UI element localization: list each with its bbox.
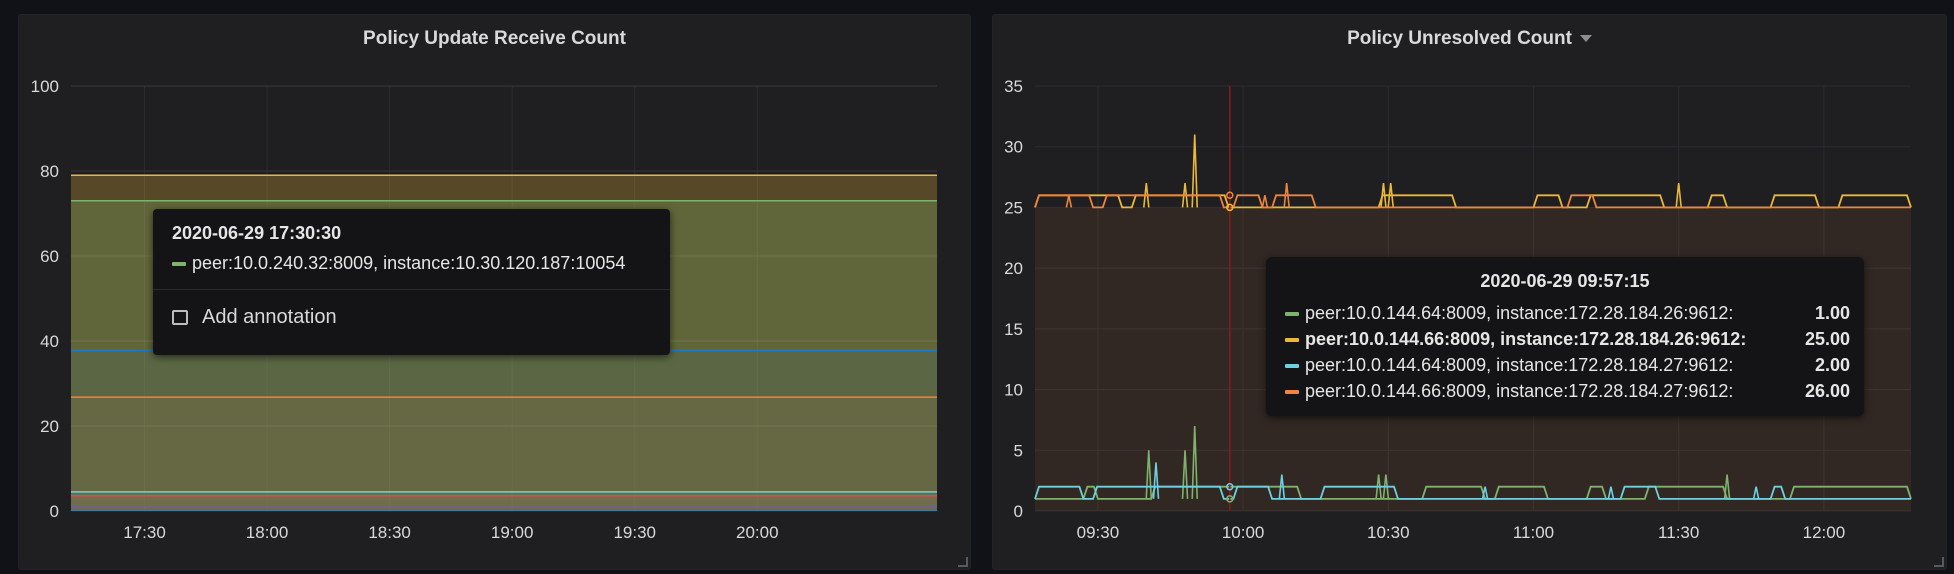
tooltip-row: peer:10.0.144.66:8009, instance:172.28.1… — [1285, 381, 1850, 407]
series-spike — [1607, 486, 1615, 500]
x-tick-label: 18:00 — [246, 523, 289, 542]
x-tick-label: 12:00 — [1803, 523, 1846, 542]
panel-title-menu[interactable]: Policy Unresolved Count — [993, 21, 1946, 57]
graph-tooltip: 2020-06-29 09:57:15 peer:10.0.144.64:800… — [1266, 257, 1864, 416]
series-spike — [1181, 183, 1189, 208]
series-spike — [1152, 462, 1160, 499]
graph-context-menu: 2020-06-29 17:30:30 peer:10.0.240.32:800… — [153, 209, 670, 355]
y-tick-label: 35 — [1004, 77, 1023, 96]
tooltip-row-value: 25.00 — [1804, 329, 1850, 349]
panel-title: Policy Unresolved Count — [1347, 28, 1572, 49]
series-spike — [1143, 183, 1150, 208]
series-area-2 — [71, 350, 937, 511]
x-tick-label: 11:30 — [1658, 523, 1699, 542]
x-tick-label: 17:30 — [123, 523, 166, 542]
series-spike — [1380, 183, 1387, 208]
series-color-swatch — [1285, 390, 1299, 395]
add-annotation-label: Add annotation — [202, 306, 337, 328]
series-spike — [1191, 134, 1199, 208]
y-tick-label: 0 — [50, 502, 59, 521]
y-tick-label: 0 — [1014, 502, 1023, 521]
panel-title[interactable]: Policy Update Receive Count — [363, 28, 626, 49]
panel-policy-update-receive-count: Policy Update Receive Count 0 20 40 60 80 100… — [18, 14, 971, 570]
y-tick-label: 20 — [1004, 259, 1023, 278]
panel-resize-handle[interactable] — [958, 557, 968, 567]
menu-divider — [153, 289, 670, 290]
tooltip-row-value: 1.00 — [1814, 303, 1850, 323]
tooltip-time: 2020-06-29 09:57:15 — [1480, 271, 1650, 291]
x-tick-label: 11:00 — [1513, 523, 1554, 542]
comment-icon — [172, 310, 188, 326]
y-tick-label: 80 — [40, 162, 59, 181]
tooltip-row: peer:10.0.144.64:8009, instance:172.28.1… — [1285, 355, 1850, 381]
tooltip-row-value: 26.00 — [1804, 381, 1850, 401]
series-spike — [1382, 474, 1390, 499]
series-color-swatch — [1285, 338, 1299, 343]
panel-policy-unresolved-count: Policy Unresolved Count 0 5 10 15 20 25 30 35 09… — [992, 14, 1947, 570]
y-tick-label: 5 — [1014, 441, 1023, 460]
y-tick-label: 40 — [40, 332, 59, 351]
tooltip-time: 2020-06-29 17:30:30 — [172, 223, 342, 243]
series-spike — [1065, 195, 1073, 208]
series-color-swatch — [1285, 312, 1299, 317]
series-spike — [1278, 474, 1286, 499]
tooltip-series-row: peer:10.0.240.32:8009, instance:10.30.12… — [172, 253, 625, 274]
tooltip-series-label: peer:10.0.240.32:8009, instance:10.30.12… — [192, 253, 626, 273]
series-spike — [1387, 183, 1395, 208]
hover-point — [1226, 203, 1234, 212]
series-area-5 — [71, 495, 937, 511]
tooltip-row-label: peer:10.0.144.66:8009, instance:172.28.1… — [1305, 329, 1747, 349]
x-tick-label: 19:30 — [613, 523, 656, 542]
x-tick-label: 19:00 — [491, 523, 534, 542]
tooltip-row: peer:10.0.144.64:8009, instance:172.28.1… — [1285, 303, 1850, 329]
series-spike — [1723, 474, 1731, 499]
hover-point — [1226, 482, 1234, 491]
series-line-2 — [1034, 485, 1911, 500]
series-line-1 — [1034, 194, 1912, 209]
tooltip-row-label: peer:10.0.144.64:8009, instance:172.28.1… — [1305, 355, 1734, 375]
hover-point — [1226, 191, 1234, 200]
hover-point — [1226, 495, 1234, 503]
series-spike — [1181, 450, 1189, 499]
tooltip-row-label: peer:10.0.144.66:8009, instance:172.28.1… — [1305, 381, 1734, 401]
x-tick-label: 10:30 — [1367, 523, 1410, 542]
series-spike — [1481, 486, 1489, 500]
panel-resize-handle[interactable] — [1934, 557, 1944, 567]
y-tick-label: 60 — [40, 247, 59, 266]
y-tick-label: 10 — [1004, 381, 1023, 400]
tooltip-row-value: 2.00 — [1814, 355, 1850, 375]
y-tick-label: 100 — [31, 77, 59, 96]
x-tick-label: 18:30 — [368, 523, 411, 542]
x-tick-label: 09:30 — [1077, 523, 1120, 542]
x-tick-label: 10:00 — [1222, 523, 1265, 542]
add-annotation-menu-item[interactable]: Add annotation — [172, 306, 337, 329]
y-tick-label: 25 — [1004, 198, 1023, 217]
tooltip-row-label: peer:10.0.144.64:8009, instance:172.28.1… — [1305, 303, 1734, 323]
series-color-swatch — [1285, 364, 1299, 369]
y-tick-label: 20 — [40, 417, 59, 436]
series-spike — [1261, 195, 1269, 208]
series-spike — [1145, 450, 1153, 499]
series-spike — [1375, 474, 1382, 499]
series-spike — [1191, 425, 1199, 499]
series-line-3 — [1034, 194, 1911, 209]
series-spike — [1752, 486, 1760, 500]
x-tick-label: 20:00 — [736, 523, 779, 542]
tooltip-row-highlighted: peer:10.0.144.66:8009, instance:172.28.1… — [1285, 329, 1850, 355]
series-area-6 — [71, 505, 937, 511]
series-spike — [1283, 183, 1290, 208]
series-color-swatch — [172, 262, 186, 267]
y-tick-label: 15 — [1004, 320, 1023, 339]
series-spike — [1675, 183, 1682, 208]
chevron-down-icon — [1579, 35, 1592, 43]
y-tick-label: 30 — [1004, 138, 1023, 157]
series-line-0 — [1035, 485, 1912, 500]
